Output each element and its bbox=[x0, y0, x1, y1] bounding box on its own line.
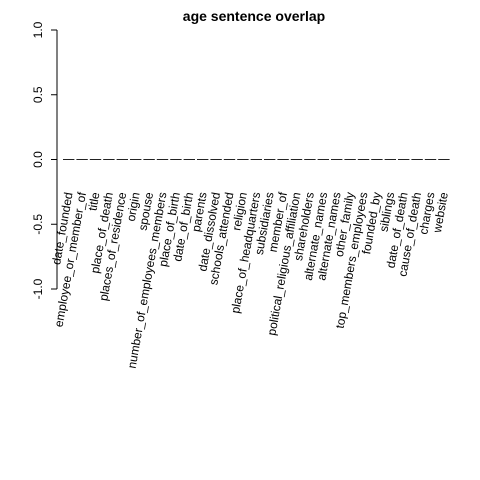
x-tick-label: parents bbox=[189, 191, 210, 233]
x-tick-label: spouse bbox=[136, 191, 157, 232]
x-tick-label: title bbox=[85, 191, 102, 212]
x-tick-label: religion bbox=[229, 191, 250, 232]
y-tick-label: 0.5 bbox=[31, 86, 45, 103]
chart-title: age sentence overlap bbox=[183, 8, 325, 24]
y-tick-label: 0.0 bbox=[31, 151, 45, 168]
x-tick-label: siblings bbox=[377, 191, 398, 233]
y-tick-label: -0.5 bbox=[31, 214, 45, 235]
x-axis-labels: date_foundedemployee_or_member_oftitlepl… bbox=[49, 190, 451, 369]
y-axis: -1.0 -0.5 0.0 0.5 1.0 bbox=[31, 21, 57, 299]
y-tick-label: 1.0 bbox=[31, 21, 45, 38]
y-tick-label: -1.0 bbox=[31, 278, 45, 299]
x-tick-label: origin bbox=[124, 191, 143, 222]
